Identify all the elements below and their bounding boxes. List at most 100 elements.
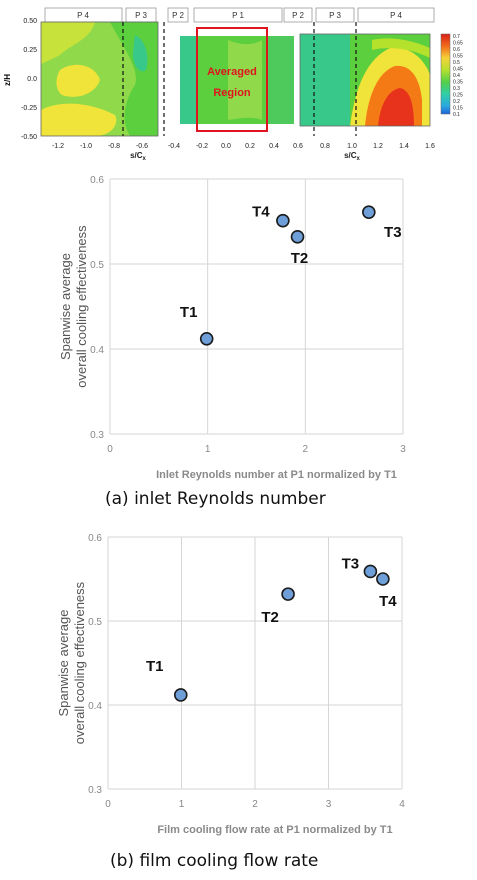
contour-panel-left [40,21,159,137]
data-label-t3: T3 [342,555,360,572]
z-tick: -0.25 [21,105,37,112]
data-label-t2: T2 [261,609,279,626]
panel-header-box [283,7,313,23]
s-tick: -0.4 [168,143,180,150]
z-tick: 0.0 [27,76,37,83]
colorbar [440,33,451,115]
y-axis-label-line2: overall cooling effectiveness [74,225,89,388]
y-tick-label: 0.6 [90,175,104,186]
colorbar-tick-label: 0.15 [453,106,463,112]
panel-header-label: P 4 [77,11,89,20]
y-tick-label: 0.5 [90,260,104,271]
x-tick-label: 3 [326,799,332,810]
z-ticks: 0.50 0.25 0.0 -0.25 -0.50 [21,18,37,141]
s-tick: 1.4 [399,143,409,150]
scatter-chart-b: 0 1 2 3 4 0.3 0.4 0.5 0.6 Film cooling flow rate … [56,533,405,836]
colorbar-tick-label: 0.3 [453,86,460,92]
z-tick: 0.50 [23,18,37,25]
z-tick: -0.50 [21,134,37,141]
data-point-t4 [376,572,390,586]
s-tick: -0.2 [196,143,208,150]
s-axis-label-right: s/Cx [344,151,360,162]
data-label-t3: T3 [384,224,402,241]
x-tick-label: 2 [252,799,258,810]
panel-header-label: P 2 [292,11,304,20]
panel-header-label: P 3 [135,11,147,20]
colorbar-tick-label: 0.45 [453,67,463,73]
panel-header-label: P 1 [232,11,244,20]
s-tick: 1.0 [347,143,357,150]
data-label-t1: T1 [146,658,164,675]
s-tick: -0.8 [108,143,120,150]
colorbar-tick-label: 0.35 [453,80,463,86]
s-tick: 0.2 [245,143,255,150]
panel-header-box [315,7,355,23]
colorbar-ticks: 0.70.650.60.550.50.450.40.350.30.250.20.… [453,34,463,118]
averaged-region-box [196,27,268,132]
x-tick-label: 3 [400,444,406,455]
data-point-t1 [173,688,188,702]
y-tick-label: 0.6 [88,533,102,544]
data-label-t4: T4 [252,204,270,221]
x-tick-label: 0 [107,444,113,455]
panel-header-label: P 4 [390,11,402,20]
s-axis-label-left: s/Cx [130,151,146,162]
colorbar-tick-label: 0.6 [453,47,460,53]
data-point-t2 [281,587,295,601]
x-axis-label: Film cooling flow rate at P1 normalized … [157,824,392,836]
s-tick: 0.8 [320,143,330,150]
y-axis-label-line1: Spanwise average [56,610,71,717]
y-axis-label-line1: Spanwise average [58,253,73,360]
data-point-t2 [290,230,305,244]
averaged-region-label-2: Region [213,87,251,99]
y-tick-label: 0.3 [88,785,102,796]
caption-a: (a) inlet Reynolds number [105,489,326,509]
panel-headers: P 4 P 3 P 2 P 1 P 2 P 3 P 4 [44,7,435,23]
colorbar-tick-label: 0.7 [453,34,460,40]
panel-header-box [357,7,435,23]
caption-b: (b) film cooling flow rate [110,851,319,871]
data-label-t4: T4 [379,593,397,610]
x-tick-label: 2 [303,444,309,455]
data-point-t4 [276,213,290,228]
panel-header-label: P 3 [329,11,341,20]
data-label-t1: T1 [180,304,198,321]
y-tick-label: 0.4 [90,345,104,356]
s-ticks: -1.2 -1.0 -0.8 -0.6 -0.4 -0.2 0.0 0.2 0.… [52,143,435,150]
s-tick: 0.6 [293,143,303,150]
panel-header-label: P 2 [172,11,184,20]
y-tick-label: 0.5 [88,617,102,628]
x-axis-label: Inlet Reynolds number at P1 normalized b… [156,469,397,481]
z-tick: 0.25 [23,47,37,54]
contour-panel-right [299,22,431,136]
y-axis-label-line2: overall cooling effectiveness [72,581,87,744]
s-tick: -1.0 [80,143,92,150]
panel-header-box [167,7,189,23]
x-tick-label: 1 [179,799,185,810]
data-point-t3 [363,564,378,579]
s-tick: 0.0 [221,143,231,150]
data-point-t1 [199,332,214,346]
scatter-chart-a: 0 1 2 3 0.3 0.4 0.5 0.6 Inlet Reynolds number at… [58,175,406,481]
s-tick: -0.6 [136,143,148,150]
s-tick: 1.2 [373,143,383,150]
colorbar-tick-label: 0.1 [453,112,460,118]
colorbar-tick-label: 0.65 [453,41,463,47]
data-label-t2: T2 [291,250,309,267]
data-point-t3 [362,205,376,219]
colorbar-tick-label: 0.55 [453,54,463,60]
z-axis-label: z/H [3,74,12,86]
colorbar-tick-label: 0.2 [453,99,460,105]
s-tick: 0.4 [269,143,279,150]
colorbar-tick-label: 0.5 [453,60,460,66]
s-tick: 1.6 [425,143,435,150]
y-tick-label: 0.4 [88,701,102,712]
panel-header-box [193,7,283,23]
contour-panel-middle: Averaged Region [163,22,294,136]
x-tick-label: 0 [105,799,111,810]
x-tick-label: 4 [399,799,405,810]
colorbar-tick-label: 0.25 [453,93,463,99]
y-tick-label: 0.3 [90,430,104,441]
averaged-region-label-1: Averaged [207,66,257,78]
colorbar-tick-label: 0.4 [453,73,460,79]
